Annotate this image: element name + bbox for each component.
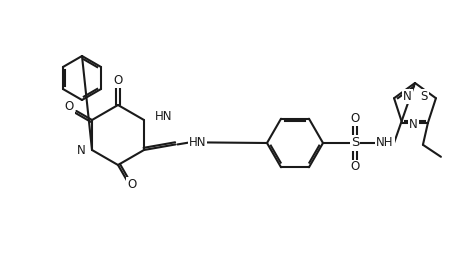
Text: N: N: [409, 118, 418, 131]
Text: S: S: [420, 90, 428, 103]
Text: O: O: [114, 75, 123, 88]
Text: HN: HN: [155, 109, 173, 123]
Text: NH: NH: [376, 136, 394, 150]
Text: N: N: [77, 144, 86, 156]
Text: O: O: [350, 112, 359, 126]
Text: HN: HN: [189, 136, 206, 149]
Text: S: S: [351, 136, 359, 150]
Text: O: O: [350, 161, 359, 174]
Text: N: N: [403, 90, 412, 103]
Text: O: O: [65, 100, 74, 114]
Text: O: O: [127, 178, 137, 191]
